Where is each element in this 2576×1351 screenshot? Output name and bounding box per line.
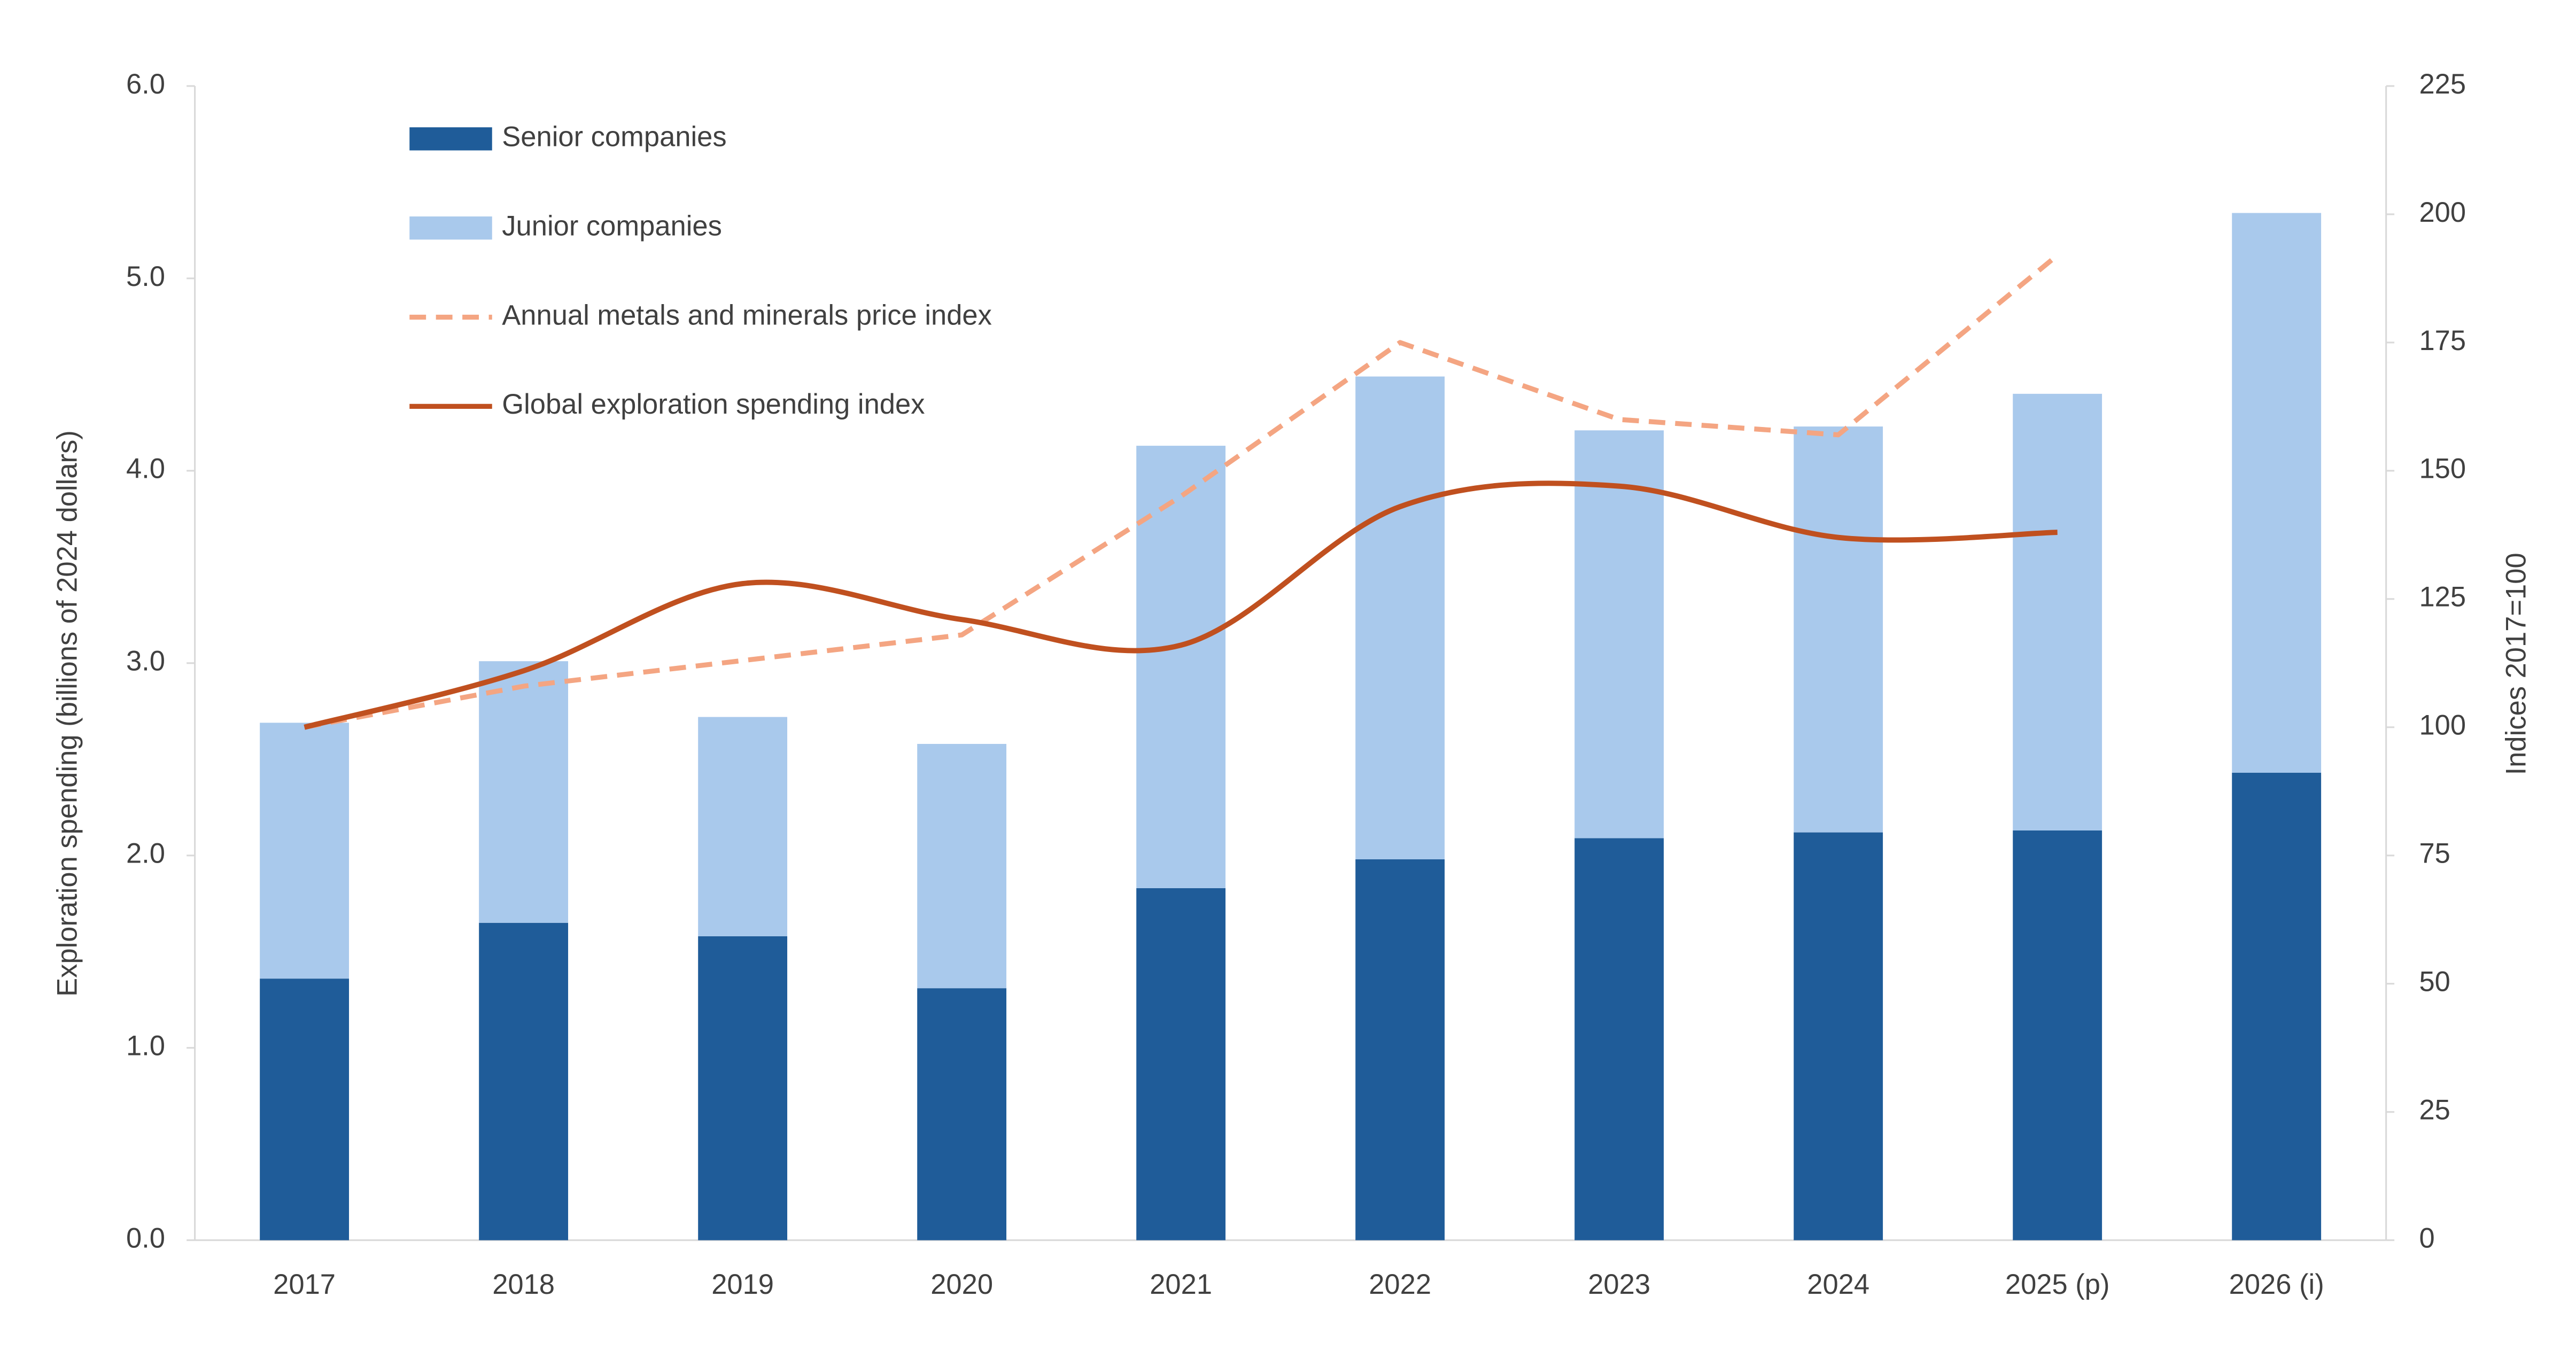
bar: [260, 979, 350, 1240]
y2-tick-label: 0: [2419, 1223, 2434, 1254]
bar: [917, 744, 1007, 989]
y2-tick-label: 225: [2419, 68, 2466, 100]
y2-axis-label: Indices 2017=100: [2501, 553, 2532, 775]
bar: [479, 661, 569, 923]
x-tick-label: 2018: [492, 1269, 555, 1300]
bar: [2013, 830, 2102, 1240]
y2-tick-label: 100: [2419, 710, 2466, 741]
bar: [1136, 888, 1226, 1240]
x-tick-label: 2023: [1588, 1269, 1650, 1300]
bar: [698, 936, 788, 1240]
legend-swatch: [409, 127, 492, 151]
y2-tick-label: 25: [2419, 1094, 2450, 1126]
y2-tick-label: 150: [2419, 453, 2466, 485]
bar: [260, 723, 350, 979]
x-tick-label: 2025 (p): [2005, 1269, 2110, 1300]
legend-swatch: [409, 216, 492, 240]
bar: [1355, 376, 1445, 859]
bar: [698, 717, 788, 936]
x-tick-label: 2026 (i): [2229, 1269, 2324, 1300]
y-tick-label: 5.0: [126, 261, 165, 292]
y2-tick-label: 175: [2419, 325, 2466, 356]
legend-label: Global exploration spending index: [502, 389, 925, 420]
line: [304, 253, 2059, 730]
bar: [1574, 838, 1664, 1240]
y-tick-label: 2.0: [126, 838, 165, 869]
y-tick-label: 4.0: [126, 453, 165, 485]
x-tick-label: 2021: [1150, 1269, 1212, 1300]
bar: [1574, 430, 1664, 838]
bar: [1794, 426, 1883, 833]
bar: [479, 922, 569, 1240]
y2-tick-label: 125: [2419, 581, 2466, 613]
bar: [1355, 859, 1445, 1240]
y-axis-label: Exploration spending (billions of 2024 d…: [52, 430, 83, 997]
y2-tick-label: 50: [2419, 966, 2450, 998]
bar: [917, 988, 1007, 1240]
y-tick-label: 1.0: [126, 1030, 165, 1062]
y-tick-label: 0.0: [126, 1223, 165, 1254]
x-tick-label: 2020: [930, 1269, 993, 1300]
x-tick-label: 2017: [273, 1269, 336, 1300]
x-tick-label: 2019: [711, 1269, 774, 1300]
y2-tick-label: 200: [2419, 197, 2466, 228]
legend-label: Annual metals and minerals price index: [502, 299, 992, 331]
line: [304, 480, 2058, 730]
legend-label: Senior companies: [502, 121, 726, 153]
y-tick-label: 3.0: [126, 646, 165, 677]
x-tick-label: 2022: [1369, 1269, 1431, 1300]
y-tick-label: 6.0: [126, 68, 165, 100]
bar: [1136, 446, 1226, 888]
bar: [1794, 832, 1883, 1240]
legend-label: Junior companies: [502, 211, 722, 242]
x-tick-label: 2024: [1807, 1269, 1869, 1300]
bar: [2232, 213, 2322, 773]
bar: [2232, 773, 2322, 1240]
y2-tick-label: 75: [2419, 838, 2450, 869]
bar: [2013, 393, 2102, 830]
